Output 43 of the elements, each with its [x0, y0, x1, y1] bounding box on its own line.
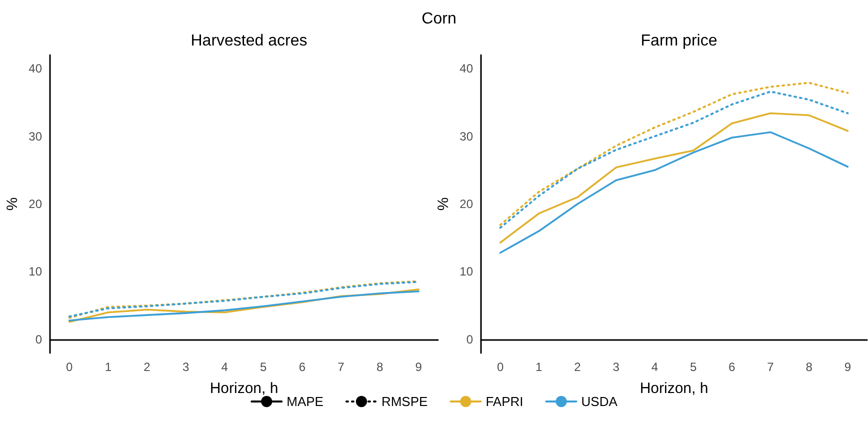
- x-tick-label: 6: [728, 360, 736, 374]
- x-tick-label: 7: [767, 360, 774, 374]
- x-axis-title: Horizon, h: [210, 380, 278, 397]
- y-tick-label: 20: [460, 197, 474, 211]
- x-tick-label: 2: [144, 360, 151, 374]
- chart-title: Harvested acres: [190, 32, 308, 50]
- x-tick-label: 3: [182, 360, 190, 374]
- x-tick-label: 0: [496, 360, 504, 374]
- legend-label: RMSPE: [381, 394, 428, 409]
- y-tick-label: 10: [460, 264, 474, 279]
- x-tick-label: 5: [690, 360, 697, 374]
- line-series: [499, 112, 849, 244]
- x-tick-label: 4: [651, 360, 658, 374]
- x-axis-title: Horizon, h: [640, 380, 708, 397]
- y-tick-label: 20: [28, 197, 42, 211]
- legend-label: FAPRI: [486, 394, 524, 409]
- y-tick-label: 30: [460, 129, 474, 144]
- x-tick-label: 2: [574, 360, 582, 374]
- x-tick-label: 9: [844, 360, 852, 374]
- y-tick-label: 0: [466, 332, 474, 346]
- x-tick-label: 9: [415, 360, 422, 374]
- x-tick-label: 0: [66, 360, 74, 374]
- x-tick-label: 6: [298, 360, 306, 374]
- y-tick-label: 30: [28, 129, 42, 144]
- legend-label: USDA: [581, 394, 618, 409]
- y-tick-label: 10: [28, 264, 42, 279]
- text: Corn: [422, 10, 456, 28]
- line-series: [499, 131, 849, 254]
- x-tick-label: 1: [536, 360, 543, 374]
- legend-label: MAPE: [286, 394, 324, 409]
- x-tick-label: 4: [221, 360, 228, 374]
- chart-title: Farm price: [640, 32, 718, 50]
- x-tick-label: 8: [806, 360, 813, 374]
- y-tick-label: 40: [460, 62, 474, 76]
- y-axis-title: %: [4, 197, 21, 211]
- x-tick-label: 3: [612, 360, 620, 374]
- x-tick-label: 1: [104, 360, 112, 374]
- y-tick-label: 0: [35, 332, 42, 346]
- x-tick-label: 7: [338, 360, 345, 374]
- y-tick-label: 40: [28, 62, 42, 76]
- x-tick-label: 5: [260, 360, 268, 374]
- x-tick-label: 8: [376, 360, 384, 374]
- y-axis-title: %: [435, 197, 452, 211]
